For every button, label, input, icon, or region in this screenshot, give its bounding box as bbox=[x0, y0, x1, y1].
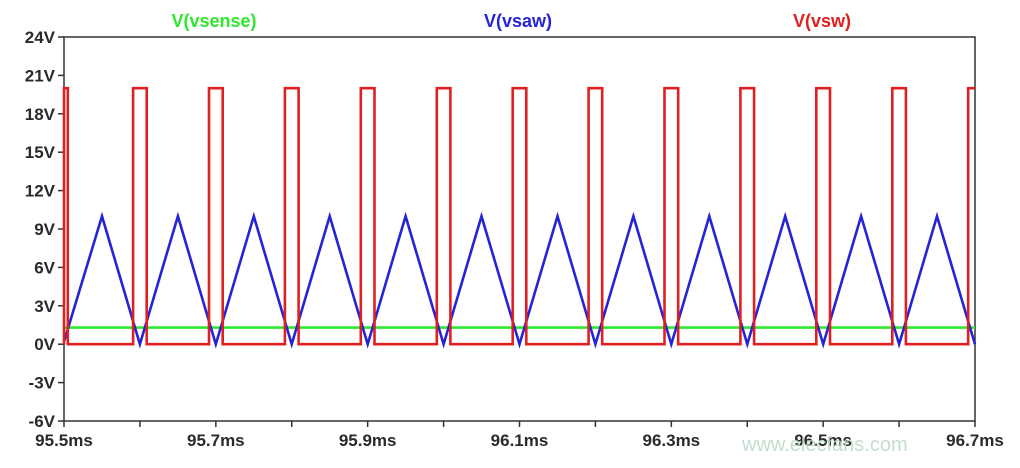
y-tick-label: 24V bbox=[25, 28, 56, 47]
y-tick-label: 18V bbox=[25, 105, 56, 124]
plot-frame bbox=[63, 36, 976, 422]
x-tick-label: 95.9ms bbox=[339, 431, 397, 450]
legend-item-v-vsaw-: V(vsaw) bbox=[484, 11, 552, 31]
y-tick-label: -6V bbox=[29, 412, 56, 431]
series-layer bbox=[62, 86, 977, 349]
legend-layer: V(vsense) V(vsaw) V(vsw) bbox=[171, 11, 851, 31]
watermark-text: www.elecfans.com bbox=[741, 434, 908, 456]
series-line-v-vsaw- bbox=[62, 211, 977, 349]
y-tick-label: 6V bbox=[34, 258, 55, 277]
y-tick-label: 0V bbox=[34, 335, 55, 354]
y-tick-label: 21V bbox=[25, 66, 56, 85]
x-tick-label: 96.1ms bbox=[491, 431, 549, 450]
x-tick-label: 95.7ms bbox=[187, 431, 245, 450]
y-tick-label: 12V bbox=[25, 182, 56, 201]
y-tick-label: 9V bbox=[34, 220, 55, 239]
legend-item-v-vsense-: V(vsense) bbox=[171, 11, 256, 31]
x-tick-label: 96.3ms bbox=[642, 431, 700, 450]
x-tick-label: 96.7ms bbox=[946, 431, 1004, 450]
legend-item-v-vsw-: V(vsw) bbox=[793, 11, 851, 31]
x-tick-label: 96.5ms bbox=[794, 431, 852, 450]
y-tick-label: 3V bbox=[34, 297, 55, 316]
y-tick-label: 15V bbox=[25, 143, 56, 162]
y-tick-label: -3V bbox=[29, 374, 56, 393]
series-line-v-vsw- bbox=[62, 86, 975, 346]
x-tick-label: 95.5ms bbox=[35, 431, 93, 450]
